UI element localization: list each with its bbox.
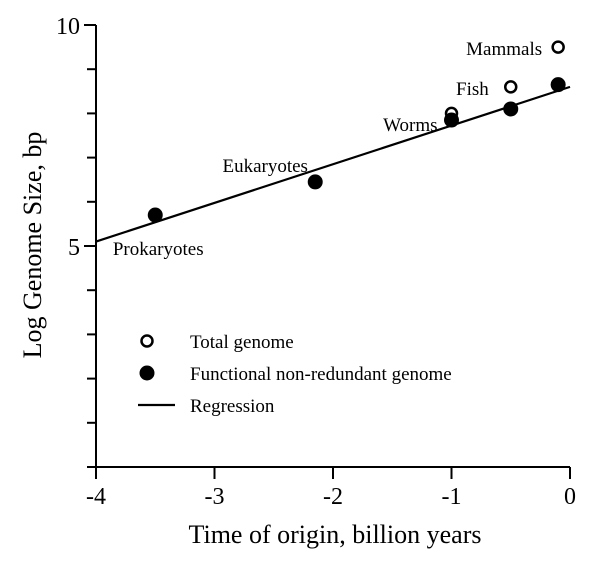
y-axis-title: Log Genome Size, bp (18, 132, 47, 359)
x-tick-label: -3 (205, 484, 225, 510)
functional-genome-point (444, 112, 459, 128)
legend-filled-circle (139, 365, 155, 381)
total-genome-point (551, 40, 565, 54)
legend-label: Regression (190, 396, 275, 417)
points-layer (147, 40, 566, 223)
legend: Total genome Functional non-redundant gen… (138, 332, 452, 417)
point-annotation: Eukaryotes (222, 156, 307, 177)
regression-line (95, 85, 571, 243)
legend-label: Total genome (190, 332, 294, 353)
annotations-layer: Prokaryotes Eukaryotes Worms Fish Mammals (113, 39, 542, 260)
x-tick-label: -4 (86, 484, 106, 510)
legend-open-circle (140, 334, 154, 348)
x-tick-label: -2 (323, 484, 343, 510)
functional-genome-point (550, 77, 566, 93)
axes: 5 10 -4 -3 -2 -1 0 (56, 14, 576, 510)
y-tick-label: 10 (56, 14, 80, 40)
point-annotation: Mammals (466, 39, 542, 60)
functional-genome-point (147, 207, 163, 223)
legend-label: Functional non-redundant genome (190, 364, 452, 385)
total-genome-point (504, 80, 518, 94)
point-annotation: Fish (456, 79, 489, 100)
point-annotation: Prokaryotes (113, 239, 204, 260)
regression-layer (95, 85, 571, 243)
x-tick-label: 0 (564, 484, 576, 510)
y-tick-label: 5 (68, 235, 80, 261)
functional-genome-point (307, 174, 323, 190)
point-annotation: Worms (383, 115, 437, 136)
functional-genome-point (503, 101, 519, 117)
x-tick-label: -1 (442, 484, 462, 510)
x-axis-title: Time of origin, billion years (189, 520, 482, 549)
